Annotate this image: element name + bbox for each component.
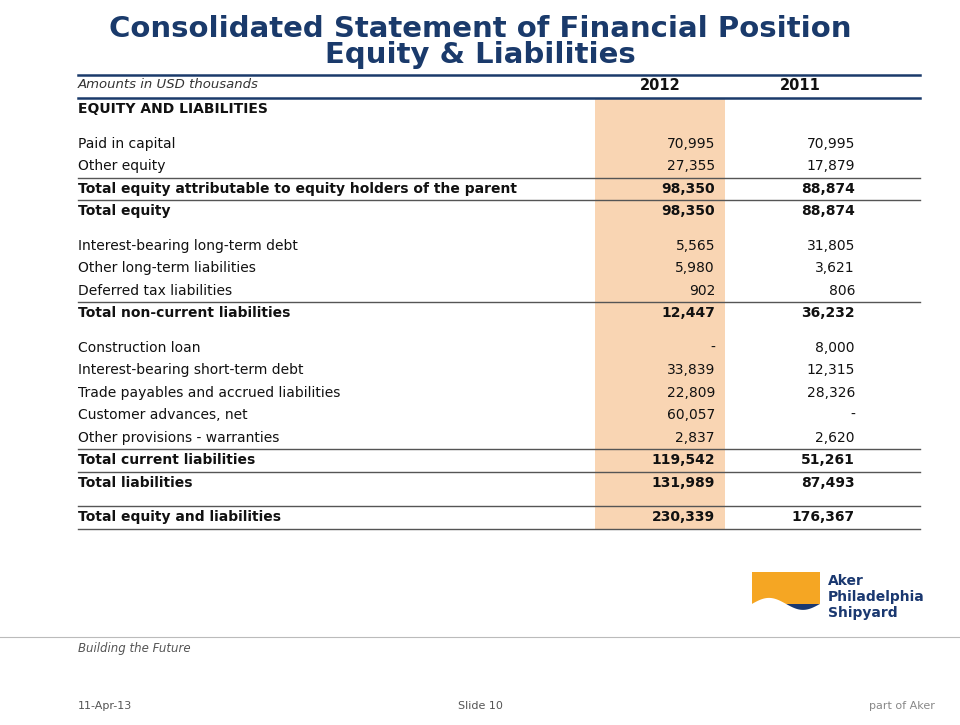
Text: 88,874: 88,874: [802, 204, 855, 218]
Text: Total liabilities: Total liabilities: [78, 476, 193, 490]
Text: Shipyard: Shipyard: [828, 606, 898, 620]
Text: 87,493: 87,493: [802, 476, 855, 490]
Text: 2012: 2012: [639, 78, 681, 93]
Text: 806: 806: [828, 283, 855, 298]
Text: Equity & Liabilities: Equity & Liabilities: [324, 41, 636, 69]
Text: Other equity: Other equity: [78, 160, 165, 173]
Text: Interest-bearing short-term debt: Interest-bearing short-term debt: [78, 363, 303, 377]
Text: 3,621: 3,621: [815, 261, 855, 276]
Text: Aker: Aker: [828, 574, 864, 588]
Text: Consolidated Statement of Financial Position: Consolidated Statement of Financial Posi…: [108, 15, 852, 43]
Text: 5,565: 5,565: [676, 239, 715, 253]
Text: -: -: [851, 408, 855, 422]
Bar: [752, 604, 820, 630]
Text: 131,989: 131,989: [652, 476, 715, 490]
Text: 17,879: 17,879: [806, 160, 855, 173]
Text: 88,874: 88,874: [802, 182, 855, 196]
Text: Total equity attributable to equity holders of the parent: Total equity attributable to equity hold…: [78, 182, 517, 196]
Text: 28,326: 28,326: [806, 386, 855, 399]
Text: 11-Apr-13: 11-Apr-13: [78, 701, 132, 711]
Text: 176,367: 176,367: [792, 510, 855, 524]
Polygon shape: [752, 598, 820, 630]
Text: 12,315: 12,315: [806, 363, 855, 377]
Text: Customer advances, net: Customer advances, net: [78, 408, 248, 422]
Text: Building the Future: Building the Future: [78, 642, 191, 655]
Text: Deferred tax liabilities: Deferred tax liabilities: [78, 283, 232, 298]
Text: EQUITY AND LIABILITIES: EQUITY AND LIABILITIES: [78, 102, 268, 116]
Text: 2011: 2011: [780, 78, 821, 93]
Text: 70,995: 70,995: [666, 137, 715, 151]
Text: 36,232: 36,232: [802, 306, 855, 320]
Text: -: -: [710, 341, 715, 355]
Text: 60,057: 60,057: [667, 408, 715, 422]
Text: Philadelphia: Philadelphia: [828, 590, 924, 604]
Text: Total current liabilities: Total current liabilities: [78, 453, 255, 467]
Text: 12,447: 12,447: [661, 306, 715, 320]
Text: 230,339: 230,339: [652, 510, 715, 524]
Text: 119,542: 119,542: [652, 453, 715, 467]
Text: 33,839: 33,839: [666, 363, 715, 377]
Bar: [595, 98, 725, 529]
Text: 98,350: 98,350: [661, 204, 715, 218]
Text: Construction loan: Construction loan: [78, 341, 201, 355]
Text: Trade payables and accrued liabilities: Trade payables and accrued liabilities: [78, 386, 341, 399]
Text: 2,620: 2,620: [815, 431, 855, 444]
Text: 5,980: 5,980: [676, 261, 715, 276]
Text: Total equity and liabilities: Total equity and liabilities: [78, 510, 281, 524]
Text: 98,350: 98,350: [661, 182, 715, 196]
Text: 31,805: 31,805: [806, 239, 855, 253]
Text: Amounts in USD thousands: Amounts in USD thousands: [78, 78, 259, 91]
Text: Total equity: Total equity: [78, 204, 171, 218]
Text: 8,000: 8,000: [815, 341, 855, 355]
Text: Other provisions - warranties: Other provisions - warranties: [78, 431, 279, 444]
Text: Total non-current liabilities: Total non-current liabilities: [78, 306, 290, 320]
Text: Paid in capital: Paid in capital: [78, 137, 176, 151]
Text: 22,809: 22,809: [666, 386, 715, 399]
Text: 70,995: 70,995: [806, 137, 855, 151]
Text: 2,837: 2,837: [676, 431, 715, 444]
Text: Slide 10: Slide 10: [458, 701, 502, 711]
Text: 27,355: 27,355: [667, 160, 715, 173]
Text: part of Aker: part of Aker: [869, 701, 935, 711]
Text: Other long-term liabilities: Other long-term liabilities: [78, 261, 256, 276]
Text: 51,261: 51,261: [802, 453, 855, 467]
Bar: [752, 572, 820, 630]
Text: Interest-bearing long-term debt: Interest-bearing long-term debt: [78, 239, 298, 253]
Text: 902: 902: [688, 283, 715, 298]
